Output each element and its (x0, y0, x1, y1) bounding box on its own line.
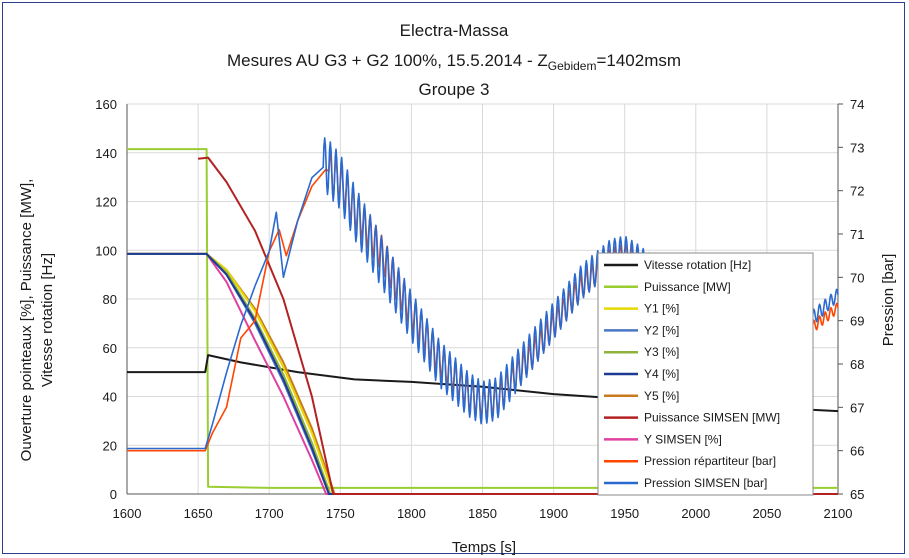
y-right-tick-label: 65 (850, 487, 864, 502)
chart-subtitle: Mesures AU G3 + G2 100%, 15.5.2014 - ZGe… (227, 51, 681, 73)
tick-labels: 0 20 40 60 80 100 120 140 160 1600 1650 1700 1750 180… (95, 97, 864, 521)
y-right-tick-label: 69 (850, 314, 864, 329)
y-left-tick-label: 120 (95, 195, 117, 210)
legend-entry: Y1 [%] (644, 302, 679, 316)
y-left-tick-label: 100 (95, 243, 117, 258)
x-tick-label: 1700 (255, 506, 284, 521)
x-tick-label: 2000 (681, 506, 710, 521)
series-line-1 (127, 148, 838, 489)
legend: Vitesse rotation [Hz] Puissance [MW] Y1 [%… (597, 252, 814, 496)
x-tick-label: 1900 (539, 506, 568, 521)
y-right-tick-label: 68 (850, 357, 864, 372)
series-line-5 (127, 252, 838, 495)
series-line-7 (197, 156, 838, 495)
legend-entry: Y5 [%] (644, 389, 679, 403)
x-tick-label: 1850 (468, 506, 497, 521)
y-right-tick-label: 74 (850, 97, 864, 112)
chart-title: Electra-Massa (400, 21, 509, 40)
legend-entry: Y SIMSEN [%] (644, 432, 722, 446)
x-tick-label: 1750 (326, 506, 355, 521)
y-left-tick-label: 140 (95, 146, 117, 161)
x-tick-label: 1950 (610, 506, 639, 521)
y-left-tick-label: 20 (103, 438, 117, 453)
x-tick-label: 1800 (397, 506, 426, 521)
x-tick-label: 1650 (184, 506, 213, 521)
legend-entry: Pression répartiteur [bar] (644, 454, 776, 468)
y-axis-left-label-line1: Ouverture pointeaux [%], Puissance [MW], (18, 179, 35, 462)
y-right-tick-label: 73 (850, 140, 864, 155)
legend-entry: Y4 [%] (644, 367, 679, 381)
y-right-tick-label: 71 (850, 227, 864, 242)
y-axis-left-label-line2: Vitesse rotation [Hz] (39, 253, 56, 387)
legend-entry: Vitesse rotation [Hz] (644, 258, 751, 272)
y-right-tick-label: 67 (850, 400, 864, 415)
y-left-tick-label: 160 (95, 97, 117, 112)
y-right-tick-label: 70 (850, 270, 864, 285)
x-tick-label: 1600 (113, 506, 142, 521)
series-lines (127, 137, 839, 495)
y-right-tick-label: 66 (850, 444, 864, 459)
y-axis-right-label: Pression [bar] (880, 254, 897, 347)
chart-group-label: Groupe 3 (419, 80, 490, 99)
x-axis-label: Temps [s] (452, 539, 516, 556)
legend-entry: Y2 [%] (644, 323, 679, 337)
y-left-tick-label: 60 (103, 341, 117, 356)
legend-entry: Puissance [MW] (644, 280, 731, 294)
x-tick-label: 2050 (752, 506, 781, 521)
legend-entry: Puissance SIMSEN [MW] (644, 411, 780, 425)
y-left-tick-label: 40 (103, 390, 117, 405)
y-left-tick-label: 80 (103, 292, 117, 307)
legend-entry: Pression SIMSEN [bar] (644, 476, 767, 490)
y-left-tick-label: 0 (110, 487, 117, 502)
legend-entry: Y3 [%] (644, 345, 679, 359)
x-tick-label: 2100 (824, 506, 853, 521)
y-right-tick-label: 72 (850, 184, 864, 199)
